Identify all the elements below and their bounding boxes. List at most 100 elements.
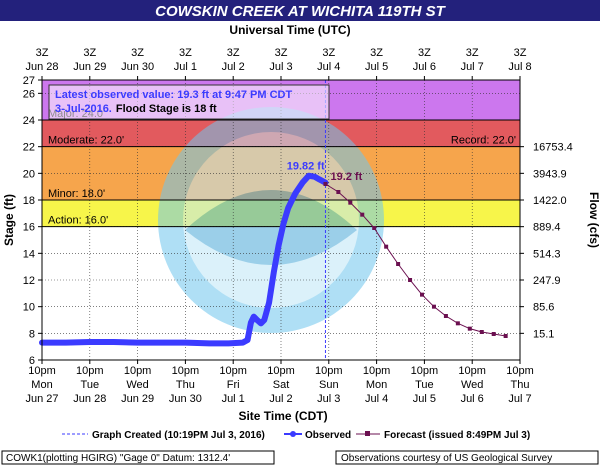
footer-right-box bbox=[335, 450, 599, 465]
x-tick-date: Jul 4 bbox=[365, 393, 388, 405]
x-tick-time: 10pm bbox=[458, 365, 486, 377]
x-axis-title: Site Time (CDT) bbox=[238, 409, 327, 423]
x-tick-day: Thu bbox=[511, 379, 530, 391]
top-tick-date: Jul 1 bbox=[174, 61, 197, 73]
info-line-2: 3-Jul-2016. Flood Stage is 18 ft bbox=[55, 103, 217, 115]
peak-label: 19.82 ft bbox=[287, 161, 325, 173]
x-tick-time: 10pm bbox=[363, 365, 391, 377]
top-tick-date: Jun 28 bbox=[25, 61, 58, 73]
top-tick-time: 3Z bbox=[179, 47, 192, 59]
top-tick-time: 3Z bbox=[466, 47, 479, 59]
forecast-point bbox=[396, 262, 401, 266]
legend-observed: Observed bbox=[305, 430, 351, 441]
x-tick-date: Jul 1 bbox=[222, 393, 245, 405]
x-tick-date: Jul 7 bbox=[508, 393, 531, 405]
x-tick-date: Jun 28 bbox=[73, 393, 106, 405]
y-tick-label: 18 bbox=[23, 195, 35, 207]
top-tick-date: Jul 3 bbox=[269, 61, 292, 73]
forecast-point bbox=[467, 326, 472, 331]
x-tick-time: 10pm bbox=[124, 365, 152, 377]
x-tick-day: Sun bbox=[319, 379, 339, 391]
y2-tick-label: 15.1 bbox=[533, 328, 554, 340]
forecast-point bbox=[360, 212, 365, 217]
top-tick-time: 3Z bbox=[131, 47, 144, 59]
x-tick-day: Thu bbox=[176, 379, 195, 391]
y-tick-label: 20 bbox=[23, 168, 35, 180]
band-label-minor: Minor: 18.0' bbox=[48, 188, 105, 200]
band-label-action: Action: 16.0' bbox=[48, 215, 108, 227]
top-axis-title: Universal Time (UTC) bbox=[229, 23, 350, 37]
x-tick-day: Mon bbox=[366, 379, 387, 391]
y-tick-label: 6 bbox=[29, 355, 35, 367]
x-tick-day: Tue bbox=[81, 379, 100, 391]
y2-tick-label: 3943.9 bbox=[533, 168, 567, 180]
y2-tick-label: 889.4 bbox=[533, 222, 561, 234]
top-tick-date: Jul 6 bbox=[413, 61, 436, 73]
footer-right: Observations courtesy of US Geological S… bbox=[341, 453, 552, 464]
y2-axis-title: Flow (cfs) bbox=[587, 192, 600, 248]
x-tick-date: Jul 2 bbox=[269, 393, 292, 405]
x-tick-time: 10pm bbox=[219, 365, 247, 377]
top-tick-time: 3Z bbox=[322, 47, 335, 59]
x-tick-date: Jul 3 bbox=[317, 393, 340, 405]
y-tick-label: 24 bbox=[23, 115, 35, 127]
observed-line bbox=[39, 172, 329, 347]
top-tick-date: Jul 4 bbox=[317, 61, 340, 73]
x-tick-date: Jul 6 bbox=[461, 393, 484, 405]
top-tick-time: 3Z bbox=[514, 47, 527, 59]
x-tick-date: Jul 5 bbox=[413, 393, 436, 405]
forecast-point bbox=[443, 314, 448, 318]
title-bar bbox=[0, 0, 600, 21]
x-tick-date: Jun 29 bbox=[121, 393, 154, 405]
y-tick-label: 8 bbox=[29, 328, 35, 340]
legend: Graph Created (10:19PM Jul 3, 2016) Obse… bbox=[62, 430, 530, 441]
y-tick-label: 12 bbox=[23, 275, 35, 287]
top-tick-date: Jul 2 bbox=[222, 61, 245, 73]
y2-tick-label: 85.6 bbox=[533, 302, 554, 314]
y-tick-label: 10 bbox=[23, 302, 35, 314]
forecast-point bbox=[491, 332, 496, 336]
y-axis-title: Stage (ft) bbox=[2, 194, 16, 246]
top-tick-time: 3Z bbox=[227, 47, 240, 59]
y-tick-label: 27 bbox=[23, 75, 35, 87]
forecast-point bbox=[420, 292, 425, 297]
forecast-point bbox=[408, 278, 413, 282]
forecast-point bbox=[431, 304, 436, 309]
top-tick-time: 3Z bbox=[36, 47, 49, 59]
forecast-point bbox=[455, 321, 460, 326]
top-tick-time: 3Z bbox=[418, 47, 431, 59]
x-tick-day: Tue bbox=[415, 379, 434, 391]
x-tick-time: 10pm bbox=[28, 365, 56, 377]
forecast-point bbox=[348, 200, 353, 205]
x-tick-time: 10pm bbox=[172, 365, 200, 377]
y-tick-label: 16 bbox=[23, 222, 35, 234]
latest-value-box: Latest observed value: 19.3 ft at 9:47 P… bbox=[48, 84, 330, 120]
x-tick-time: 10pm bbox=[506, 365, 534, 377]
x-tick-time: 10pm bbox=[267, 365, 295, 377]
top-tick-date: Jun 30 bbox=[121, 61, 154, 73]
top-tick-date: Jul 7 bbox=[461, 61, 484, 73]
y2-tick-label: 247.9 bbox=[533, 275, 561, 287]
top-tick-date: Jul 8 bbox=[508, 61, 531, 73]
x-tick-date: Jun 27 bbox=[25, 393, 58, 405]
x-tick-date: Jun 30 bbox=[169, 393, 202, 405]
top-tick-time: 3Z bbox=[83, 47, 96, 59]
y2-tick-label: 514.3 bbox=[533, 248, 561, 260]
y2-tick-label: 1422.0 bbox=[533, 195, 567, 207]
forecast-start-label: 19.2 ft bbox=[330, 171, 362, 183]
chart-title: COWSKIN CREEK AT WICHITA 119TH ST bbox=[155, 3, 447, 20]
y-tick-label: 26 bbox=[23, 88, 35, 100]
x-tick-time: 10pm bbox=[315, 365, 343, 377]
info-line-1: Latest observed value: 19.3 ft at 9:47 P… bbox=[55, 89, 292, 101]
band-label-moderate: Moderate: 22.0' bbox=[48, 135, 124, 147]
forecast-line bbox=[325, 183, 506, 337]
y2-tick-label: 16753.4 bbox=[533, 142, 573, 154]
top-tick-time: 3Z bbox=[370, 47, 383, 59]
x-tick-time: 10pm bbox=[76, 365, 104, 377]
x-tick-day: Fri bbox=[227, 379, 240, 391]
legend-forecast: Forecast (issued 8:49PM Jul 3) bbox=[384, 430, 530, 441]
footer-left-box bbox=[1, 450, 275, 465]
forecast-point bbox=[479, 330, 484, 334]
top-tick-date: Jun 29 bbox=[73, 61, 106, 73]
